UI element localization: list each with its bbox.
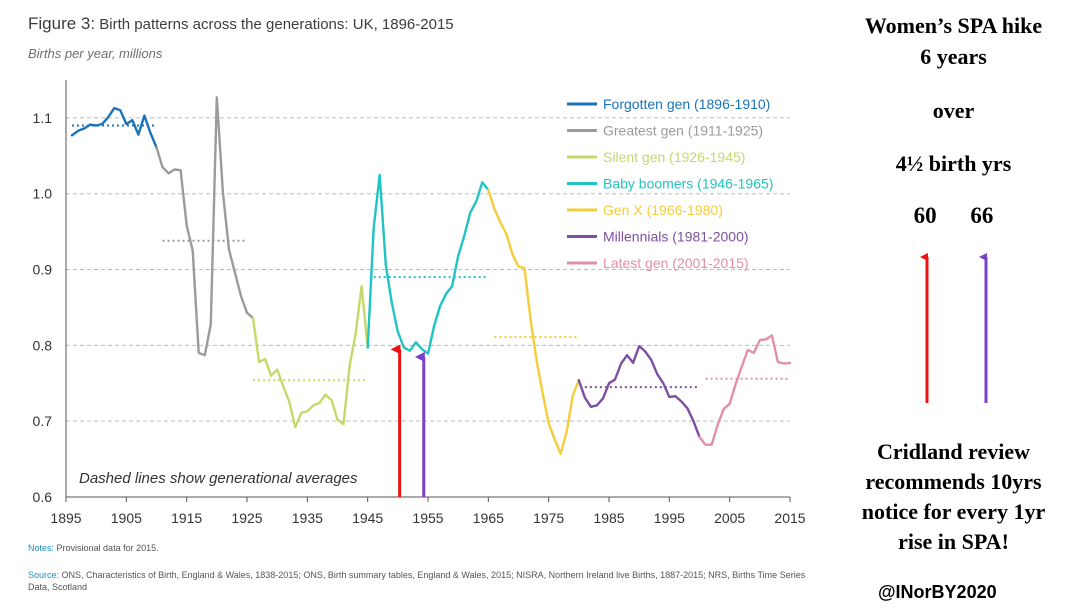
cridland-line2: recommends 10yrs <box>865 469 1042 494</box>
legend-label: Millennials (1981-2000) <box>603 229 749 245</box>
cridland-line1: Cridland review <box>877 439 1030 464</box>
age-from: 60 <box>913 203 937 228</box>
y-tick-label: 0.7 <box>33 413 53 429</box>
x-tick-label: 2005 <box>714 510 745 526</box>
x-tick-label: 1975 <box>533 510 564 526</box>
y-tick-label: 0.9 <box>33 262 53 278</box>
cridland-line3: notice for every 1yr <box>861 499 1046 524</box>
side-arrows <box>920 253 988 403</box>
x-tick-label: 1965 <box>473 510 504 526</box>
y-axis-label: Births per year, millions <box>28 46 163 61</box>
x-tick-label: 1995 <box>654 510 685 526</box>
side-ages: 60 66 <box>838 203 1069 229</box>
series-line <box>155 96 255 357</box>
legend-label: Silent gen (1926-1945) <box>603 149 745 165</box>
side-title-line1: Women’s SPA hike <box>864 13 1043 38</box>
x-tick-label: 2015 <box>774 510 805 526</box>
legend-label: Latest gen (2001-2015) <box>603 255 749 271</box>
legend-label: Baby boomers (1946-1965) <box>603 176 773 192</box>
x-tick-label: 1905 <box>111 510 142 526</box>
y-tick-label: 1.0 <box>33 186 53 202</box>
cridland-note: Cridland review recommends 10yrs notice … <box>838 437 1069 557</box>
twitter-handle: @INorBY2020 <box>878 582 997 602</box>
x-tick-label: 1935 <box>292 510 323 526</box>
side-title: Women’s SPA hike 6 years <box>838 10 1069 72</box>
y-tick-label: 0.8 <box>33 337 53 353</box>
notes-label: Notes: <box>28 543 55 553</box>
series-line <box>70 106 158 149</box>
source-text: ONS, Characteristics of Birth, England &… <box>28 570 806 592</box>
legend-label: Forgotten gen (1896-1910) <box>603 96 770 112</box>
x-tick-label: 1955 <box>412 510 443 526</box>
series-line <box>577 344 701 439</box>
side-birth-years: 4½ birth yrs <box>895 151 1012 176</box>
y-tick-label: 1.1 <box>33 110 53 126</box>
chart-notes: Notes: Provisional data for 2015. <box>28 543 159 553</box>
x-tick-label: 1895 <box>50 510 81 526</box>
series-line <box>487 188 580 455</box>
chart-annotation: Dashed lines show generational averages <box>79 470 358 487</box>
side-title-line2: 6 years <box>920 44 987 69</box>
x-tick-label: 1945 <box>352 510 383 526</box>
x-tick-label: 1985 <box>593 510 624 526</box>
legend-label: Gen X (1966-1980) <box>603 202 723 218</box>
birth-pattern-chart: 0.6 0.7 0.8 0.9 1.0 1.1 1895 1905 1915 1925 1935 19… <box>33 80 806 526</box>
x-tick-label: 1925 <box>231 510 262 526</box>
series-line <box>251 285 369 429</box>
series-line <box>698 334 792 446</box>
chart-title-text: Birth patterns across the generations: U… <box>99 16 454 33</box>
x-tick-label: 1915 <box>171 510 202 526</box>
notes-text: Provisional data for 2015. <box>56 543 159 553</box>
side-over: over <box>932 98 975 123</box>
y-tick-label: 0.6 <box>33 489 53 505</box>
source-label: Source: <box>28 570 60 580</box>
age-to: 66 <box>970 203 994 228</box>
chart-title: Figure 3: Birth patterns across the gene… <box>28 14 454 34</box>
cridland-line4: rise in SPA! <box>898 529 1009 554</box>
chart-source: Source: ONS, Characteristics of Birth, E… <box>28 569 818 593</box>
series-line <box>366 173 490 355</box>
figure-label: Figure 3: <box>28 14 96 33</box>
legend-label: Greatest gen (1911-1925) <box>603 123 763 139</box>
